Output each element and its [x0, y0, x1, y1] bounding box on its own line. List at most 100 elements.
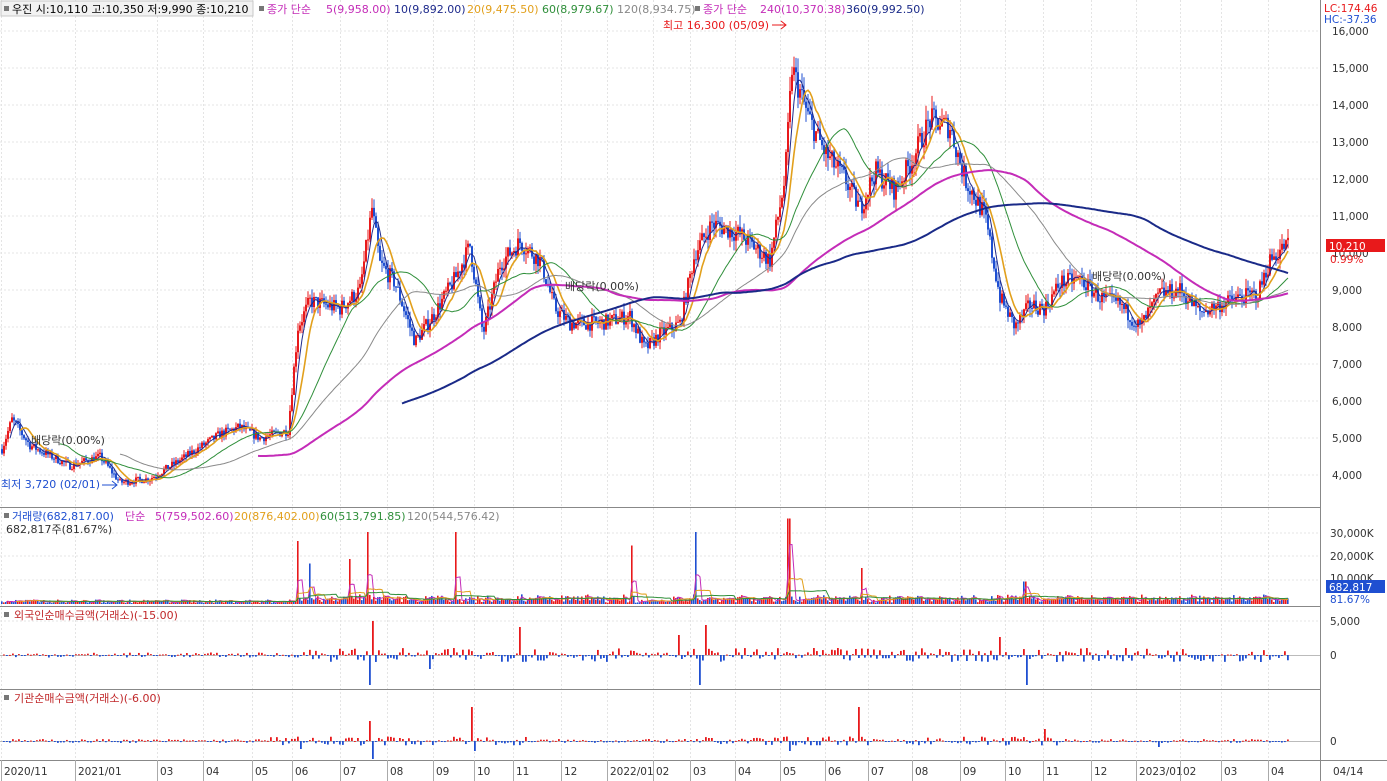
foreign-bar — [138, 652, 140, 655]
institution-bar — [315, 741, 317, 744]
volume-bar — [1275, 598, 1277, 604]
volume-bar — [291, 602, 293, 604]
ma60-legend[interactable]: 60(8,979.67) — [542, 3, 614, 16]
volume-ma120-legend[interactable]: 120(544,576.42) — [407, 510, 500, 523]
candle-body — [1027, 300, 1029, 304]
candle-body — [1139, 319, 1141, 324]
foreign-bar — [1197, 655, 1199, 659]
candle-body — [121, 479, 123, 483]
institution-bar — [240, 740, 242, 742]
institution-bar — [141, 739, 143, 741]
candle-body — [335, 300, 337, 306]
volume-bar — [43, 600, 45, 604]
volume-bar — [195, 602, 197, 604]
foreign-bar — [1038, 649, 1040, 655]
institution-bar — [819, 741, 821, 746]
price-tick-6000: 6,000 — [1332, 396, 1362, 408]
volume-bar — [81, 600, 83, 604]
volume-bar — [21, 600, 23, 604]
current-volume-tag — [1326, 580, 1385, 593]
candle-body — [131, 482, 133, 484]
ma240-legend[interactable]: 240(10,370.38) — [760, 3, 846, 16]
candle-body — [453, 272, 455, 290]
ma120-legend[interactable]: 120(8,934.75) — [617, 3, 696, 16]
price-tick-13000: 13,000 — [1332, 137, 1369, 149]
inst-title[interactable]: 기관순매수금액(거래소)(-6.00) — [14, 692, 161, 705]
volume-bar — [429, 597, 431, 604]
foreign-bar — [1065, 651, 1067, 655]
candle-body — [1029, 300, 1031, 308]
candle-body — [355, 298, 357, 302]
volume-bar — [161, 601, 163, 604]
candle-body — [1175, 288, 1177, 298]
volume-bar — [1039, 601, 1041, 604]
institution-bar — [1056, 741, 1058, 746]
foreign-bar — [423, 654, 425, 656]
volume-ma5-legend[interactable]: 5(759,502.60) — [155, 510, 234, 523]
foreign-bar — [1248, 653, 1250, 655]
institution-bar — [777, 738, 779, 741]
foreign-bar — [33, 654, 35, 656]
candle-body — [727, 225, 729, 238]
candle-body — [755, 248, 757, 250]
volume-bar — [535, 597, 537, 604]
institution-bar — [105, 741, 107, 743]
candle-body — [163, 468, 165, 474]
candle-body — [59, 463, 61, 465]
volume-bar — [363, 597, 365, 604]
institution-bar — [1122, 739, 1124, 741]
volume-bar — [611, 598, 613, 604]
institution-bar — [513, 741, 515, 746]
institution-bar — [1230, 741, 1232, 743]
foreign-bar — [831, 649, 833, 655]
foreign-bar — [504, 655, 506, 657]
volume-bar — [287, 601, 289, 604]
x-label-03: 03 — [160, 766, 173, 778]
foreign-bar — [924, 652, 926, 655]
foreign-bar — [822, 650, 824, 655]
foreign-bar — [672, 655, 674, 656]
institution-bar — [798, 741, 800, 743]
volume-bar — [1, 601, 3, 604]
institution-bar — [918, 741, 920, 746]
institution-bar — [681, 740, 683, 742]
foreign-title[interactable]: 외국인순매수금액(거래소)(-15.00) — [14, 609, 178, 622]
institution-bar — [447, 740, 449, 742]
institution-bar — [1119, 740, 1121, 742]
ma5-legend[interactable]: 5(9,958.00) — [326, 3, 391, 16]
candle-body — [793, 67, 795, 75]
volume-ma20-legend[interactable]: 20(876,402.00) — [234, 510, 320, 523]
institution-bar — [189, 740, 191, 742]
institution-bar — [945, 741, 947, 742]
institution-bar — [663, 741, 665, 743]
ma20-legend[interactable]: 20(9,475.50) — [467, 3, 539, 16]
ma10-legend[interactable]: 10(9,892.00) — [394, 3, 466, 16]
foreign-bar — [171, 655, 173, 658]
candle-body — [567, 315, 569, 318]
x-label-11: 11 — [1046, 766, 1059, 778]
volume-bar — [355, 596, 357, 604]
volume-legend[interactable]: 거래량(682,817.00) — [12, 510, 114, 523]
ma360-legend[interactable]: 360(9,992.50) — [846, 3, 925, 16]
volume-bar — [27, 599, 29, 604]
institution-bar — [30, 740, 32, 742]
volume-bar — [507, 598, 509, 604]
foreign-bar — [1041, 655, 1043, 659]
foreign-bar — [402, 648, 404, 655]
institution-bar — [1158, 741, 1160, 747]
institution-bar — [15, 740, 17, 742]
foreign-bar — [693, 648, 695, 655]
candle-body — [263, 437, 265, 442]
volume-bar — [185, 601, 187, 604]
institution-bar — [60, 741, 62, 743]
volume-ma60-legend[interactable]: 60(513,791.85) — [320, 510, 406, 523]
candle-body — [937, 118, 939, 130]
volume-bar — [1251, 600, 1253, 604]
volume-bar — [559, 599, 561, 604]
candle-body — [729, 229, 731, 238]
foreign-bar — [1107, 650, 1109, 655]
institution-bar — [318, 740, 320, 742]
foreign-bar — [900, 650, 902, 655]
institution-bar — [216, 740, 218, 742]
